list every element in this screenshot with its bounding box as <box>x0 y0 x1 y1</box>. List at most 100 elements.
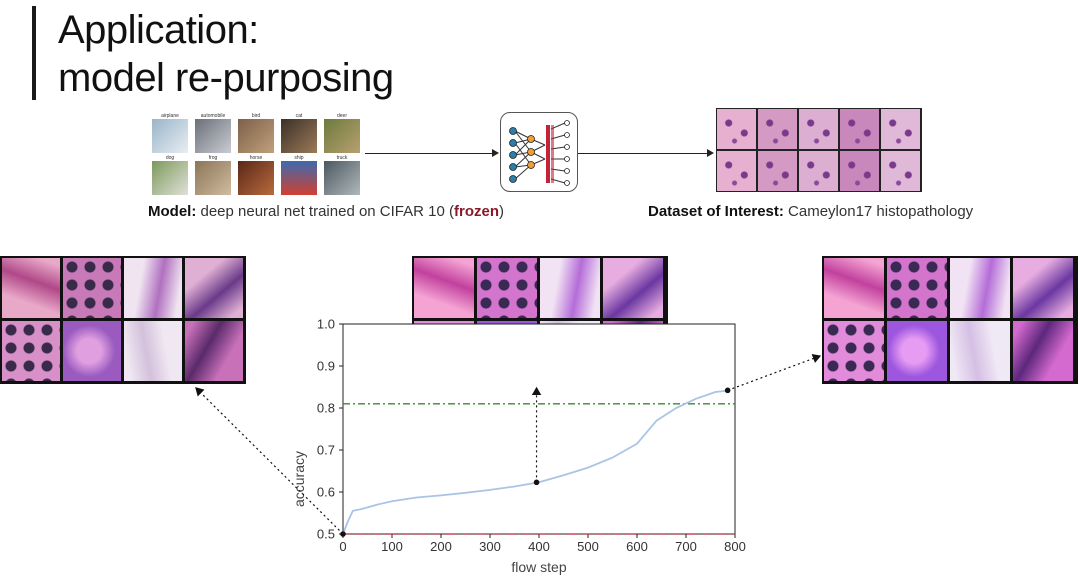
cifar-sample-frog: frog <box>193 155 233 197</box>
arrow-head-to-dataset <box>707 149 714 157</box>
cifar-image <box>238 161 274 195</box>
caption-dataset-label: Dataset of Interest: <box>648 203 784 220</box>
cifar-label: frog <box>208 155 218 161</box>
x-tick-label: 300 <box>479 539 501 554</box>
x-axis-label: flow step <box>511 559 566 575</box>
histology-patch <box>477 258 537 318</box>
histology-patch <box>950 258 1010 318</box>
cifar-label: dog <box>165 155 175 161</box>
accuracy-plot: 0 100 200 300 400 500 600 700 800 0.5 0.6 0.7 0.8 0.9… <box>291 318 746 575</box>
camelyon17-sample-grid <box>716 108 922 192</box>
patch-panel-original <box>0 256 246 384</box>
camelyon-tile <box>717 151 756 191</box>
histology-patch <box>63 321 121 381</box>
x-tick-label: 400 <box>528 539 550 554</box>
y-tick-label: 0.5 <box>317 527 335 542</box>
camelyon-tile <box>717 109 756 149</box>
caption-model-label: Model: <box>148 203 197 220</box>
camelyon-tile <box>799 109 838 149</box>
arrow-to-network <box>365 153 493 154</box>
histology-patch <box>124 258 182 318</box>
histology-patch <box>1013 258 1073 318</box>
cifar-sample-automobile: automobile <box>193 113 233 155</box>
cifar-label: truck <box>336 155 348 161</box>
flow-step-marker <box>340 531 346 537</box>
flow-step-marker <box>724 387 731 394</box>
cifar-image <box>281 119 317 153</box>
camelyon-tile <box>799 151 838 191</box>
accuracy-curve <box>342 389 731 535</box>
plot-frame <box>342 323 736 535</box>
cifar10-sample-grid: airplane automobile bird cat deer dog frog hors… <box>150 113 365 197</box>
cifar-label: bird <box>251 113 261 119</box>
cifar-sample-horse: horse <box>236 155 276 197</box>
cifar-sample-truck: truck <box>322 155 362 197</box>
slide-title: Application: <box>58 8 259 52</box>
x-tick-label: 0 <box>339 539 346 554</box>
cifar-sample-bird: bird <box>236 113 276 155</box>
cifar-label: deer <box>336 113 347 119</box>
histology-patch <box>824 321 884 381</box>
y-tick-label: 0.8 <box>317 401 335 416</box>
x-tick-label: 500 <box>577 539 599 554</box>
cifar-image <box>324 161 360 195</box>
histology-patch <box>2 258 60 318</box>
cifar-image <box>324 119 360 153</box>
histology-patch <box>887 321 947 381</box>
histology-patch <box>63 258 121 318</box>
cifar-image <box>152 119 188 153</box>
histology-patch <box>124 321 182 381</box>
histology-patch <box>1013 321 1073 381</box>
x-tick-label: 600 <box>626 539 648 554</box>
flow-step-marker <box>533 479 540 486</box>
cifar-image <box>238 119 274 153</box>
caption-model-text: deep neural net trained on CIFAR 10 ( <box>196 203 454 220</box>
histology-patch <box>824 258 884 318</box>
histology-patch <box>540 258 600 318</box>
patch-panel-step-800 <box>822 256 1078 384</box>
cifar-image <box>195 119 231 153</box>
arrow-head-to-network <box>492 149 499 157</box>
title-accent-bar <box>32 6 36 100</box>
camelyon-tile <box>840 151 879 191</box>
caption-dataset: Dataset of Interest: Cameylon17 histopat… <box>648 203 973 220</box>
histology-patch <box>887 258 947 318</box>
cifar-image <box>152 161 188 195</box>
histology-patch <box>185 258 243 318</box>
cifar-sample-deer: deer <box>322 113 362 155</box>
arrow-to-dataset <box>578 153 708 154</box>
neural-network-icon <box>500 112 578 192</box>
y-tick-label: 0.9 <box>317 359 335 374</box>
caption-model: Model: deep neural net trained on CIFAR … <box>148 203 504 220</box>
x-tick-label: 200 <box>430 539 452 554</box>
caption-model-end: ) <box>499 203 504 220</box>
histology-patch <box>185 321 243 381</box>
x-tick-label: 800 <box>724 539 746 554</box>
camelyon-tile <box>881 109 920 149</box>
camelyon-tile <box>758 109 797 149</box>
caption-dataset-text: Cameylon17 histopathology <box>783 203 974 220</box>
camelyon-tile <box>840 109 879 149</box>
x-tick-label: 700 <box>675 539 697 554</box>
cifar-label: automobile <box>200 113 226 119</box>
y-tick-label: 0.7 <box>317 443 335 458</box>
cifar-label: horse <box>249 155 263 161</box>
cifar-sample-airplane: airplane <box>150 113 190 155</box>
caption-frozen: frozen <box>454 203 499 220</box>
cifar-label: ship <box>294 155 304 161</box>
cifar-label: airplane <box>161 113 179 119</box>
cifar-image <box>281 161 317 195</box>
histology-patch <box>950 321 1010 381</box>
cifar-sample-ship: ship <box>279 155 319 197</box>
y-tick-label: 0.6 <box>317 485 335 500</box>
cifar-label: cat <box>295 113 303 119</box>
histology-patch <box>603 258 663 318</box>
y-axis-label: accuracy <box>291 451 307 507</box>
slide-subtitle: model re-purposing <box>58 56 394 100</box>
cifar-sample-dog: dog <box>150 155 190 197</box>
histology-patch <box>414 258 474 318</box>
y-tick-label: 1.0 <box>317 318 335 332</box>
cifar-sample-cat: cat <box>279 113 319 155</box>
x-tick-label: 100 <box>381 539 403 554</box>
cifar-image <box>195 161 231 195</box>
